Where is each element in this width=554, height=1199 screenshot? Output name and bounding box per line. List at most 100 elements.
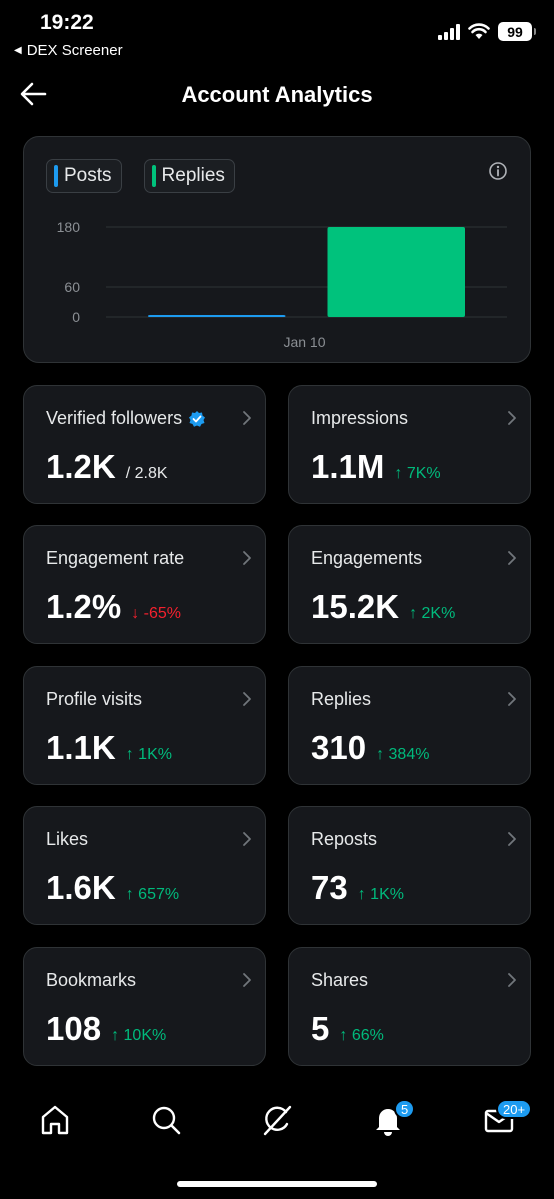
metric-label: Profile visits: [46, 689, 142, 710]
home-icon[interactable]: [38, 1103, 72, 1137]
metric-value: 1.6K: [46, 869, 116, 906]
metric-label: Shares: [311, 970, 368, 991]
metric-value: 5: [311, 1010, 330, 1047]
metric-value-row: 1.2K / 2.8K: [46, 448, 168, 486]
metric-value: 1.2K: [46, 448, 116, 485]
metric-change: ↑ 10K%: [111, 1027, 166, 1045]
metric-label-text: Impressions: [311, 408, 409, 428]
metric-change-value: 1K%: [370, 886, 404, 903]
metric-label-text: Likes: [46, 829, 89, 849]
arrow-up-icon: ↑: [125, 886, 134, 903]
metric-label-text: Reposts: [311, 829, 378, 849]
arrow-up-icon: ↑: [111, 1027, 120, 1044]
status-bar: 19:22 ◀ DEX Screener 99: [0, 0, 554, 64]
bar-replies[interactable]: [327, 227, 466, 317]
battery-indicator: 99: [498, 22, 536, 41]
arrow-down-icon: ↓: [131, 605, 140, 622]
metric-card[interactable]: Shares 5 ↑ 66%: [288, 947, 531, 1066]
legend-posts-swatch: [54, 165, 58, 187]
messages-badge: 20+: [496, 1099, 533, 1119]
metric-change: ↑ 657%: [126, 886, 179, 904]
back-app-label: DEX Screener: [26, 42, 123, 59]
back-arrow-icon[interactable]: [18, 80, 48, 108]
metric-card[interactable]: Reposts 73 ↑ 1K%: [288, 806, 531, 925]
metric-label: Verified followers: [46, 408, 206, 429]
metric-label: Impressions: [311, 408, 408, 429]
metric-value: 1.1K: [46, 729, 116, 766]
x-tick-label: Jan 10: [283, 334, 325, 350]
metric-label-text: Engagement rate: [46, 548, 185, 568]
metric-card[interactable]: Verified followers 1.2K / 2.8K: [23, 385, 266, 504]
metric-card[interactable]: Profile visits 1.1K ↑ 1K%: [23, 666, 266, 785]
metric-value-row: 1.6K ↑ 657%: [46, 869, 179, 907]
notifications-badge: 5: [394, 1099, 416, 1119]
chevron-right-icon: [243, 692, 251, 706]
metric-value-row: 1.1M ↑ 7K%: [311, 448, 441, 486]
metric-total: / 2.8K: [125, 465, 168, 482]
metric-change-value: 384%: [388, 746, 430, 763]
metric-card[interactable]: Engagements 15.2K ↑ 2K%: [288, 525, 531, 644]
chart-legend: Posts Replies: [46, 159, 235, 193]
metric-card[interactable]: Likes 1.6K ↑ 657%: [23, 806, 266, 925]
metric-change: ↑ 1K%: [126, 746, 172, 764]
metric-change: ↓ -65%: [131, 605, 181, 623]
metric-label: Replies: [311, 689, 371, 710]
status-time: 19:22: [40, 11, 94, 34]
metric-change-value: 10K%: [123, 1027, 167, 1044]
metric-card[interactable]: Bookmarks 108 ↑ 10K%: [23, 947, 266, 1066]
metric-change-value: 1K%: [138, 746, 172, 763]
bell-icon[interactable]: [371, 1103, 405, 1137]
metric-label-text: Bookmarks: [46, 970, 137, 990]
legend-replies-swatch: [151, 165, 156, 187]
metric-change-value: 7K%: [406, 465, 441, 482]
metric-value: 1.2%: [46, 588, 122, 625]
metric-label: Reposts: [311, 829, 377, 850]
bar-posts[interactable]: [148, 315, 286, 317]
cellular-signal-icon: [438, 23, 460, 40]
chevron-right-icon: [243, 411, 251, 425]
y-tick-label: 60: [64, 279, 80, 295]
metric-label-text: Engagements: [311, 548, 423, 568]
arrow-up-icon: ↑: [409, 605, 418, 622]
info-icon[interactable]: [488, 161, 508, 181]
bottom-nav: 5 20+: [0, 1085, 554, 1155]
metric-card[interactable]: Engagement rate 1.2% ↓ -65%: [23, 525, 266, 644]
arrow-up-icon: ↑: [125, 746, 134, 763]
metric-label-text: Verified followers: [46, 408, 183, 428]
chevron-right-icon: [243, 551, 251, 565]
metric-label: Likes: [46, 829, 88, 850]
chart-card: 180 60 0 Jan 10 Posts Replies: [23, 136, 531, 363]
metric-value-row: 310 ↑ 384%: [311, 729, 429, 767]
metric-label: Bookmarks: [46, 970, 136, 991]
chevron-right-icon: [508, 832, 516, 846]
metric-card[interactable]: Impressions 1.1M ↑ 7K%: [288, 385, 531, 504]
metric-label-text: Replies: [311, 689, 372, 709]
metric-value: 15.2K: [311, 588, 400, 625]
metric-value-row: 15.2K ↑ 2K%: [311, 588, 455, 626]
metric-change-value: -65%: [143, 605, 182, 622]
metric-value-row: 1.1K ↑ 1K%: [46, 729, 172, 767]
chevron-right-icon: [508, 551, 516, 565]
metric-value: 108: [46, 1010, 102, 1047]
chevron-right-icon: [508, 692, 516, 706]
metric-change-value: 2K%: [421, 605, 456, 622]
header: Account Analytics: [0, 72, 554, 116]
chevron-right-icon: [508, 973, 516, 987]
metric-change-value: 66%: [351, 1027, 384, 1044]
grok-icon[interactable]: [260, 1103, 294, 1137]
metric-card[interactable]: Replies 310 ↑ 384%: [288, 666, 531, 785]
metric-label: Engagement rate: [46, 548, 184, 569]
chevron-right-icon: [243, 832, 251, 846]
back-to-app-link[interactable]: ◀ DEX Screener: [14, 42, 123, 59]
y-tick-label: 0: [72, 309, 80, 325]
legend-replies[interactable]: Replies: [143, 159, 235, 193]
bar-chart: 180 60 0 Jan 10: [57, 219, 507, 350]
legend-posts[interactable]: Posts: [46, 159, 122, 193]
legend-replies-label: Replies: [161, 165, 225, 186]
metric-value: 310: [311, 729, 367, 766]
chevron-right-icon: [243, 973, 251, 987]
arrow-up-icon: ↑: [376, 746, 385, 763]
metric-label: Engagements: [311, 548, 422, 569]
home-indicator: [177, 1181, 377, 1187]
search-icon[interactable]: [149, 1103, 183, 1137]
